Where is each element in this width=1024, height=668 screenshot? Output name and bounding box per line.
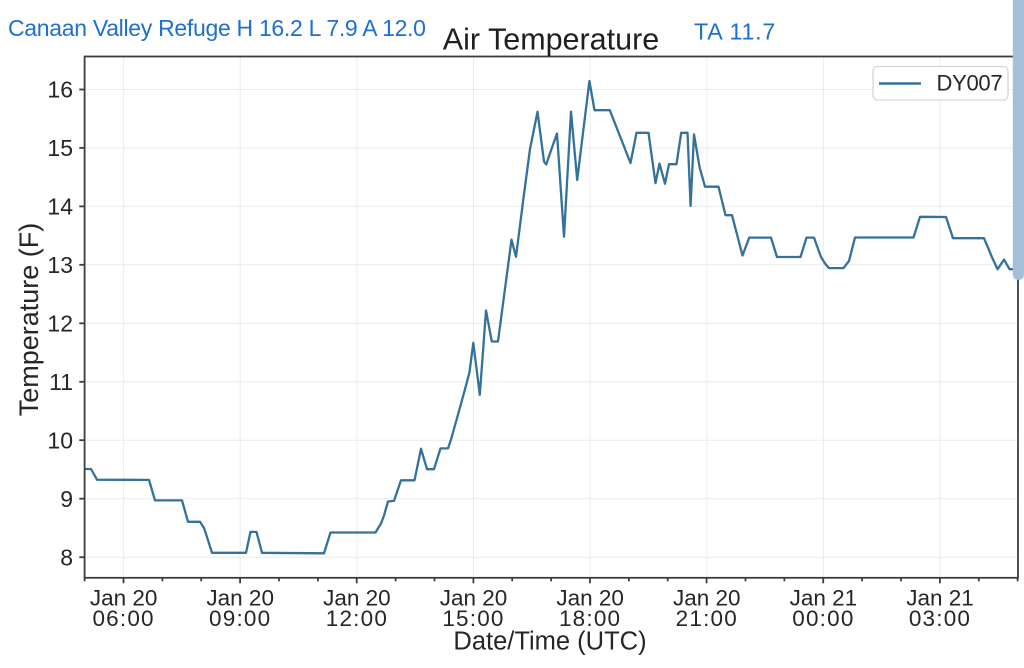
svg-text:Date/Time (UTC): Date/Time (UTC) bbox=[453, 628, 646, 656]
svg-text:13: 13 bbox=[47, 252, 73, 278]
svg-text:12: 12 bbox=[47, 311, 73, 337]
svg-text:12:00: 12:00 bbox=[326, 606, 388, 631]
svg-text:00:00: 00:00 bbox=[792, 606, 854, 631]
svg-text:Jan 20: Jan 20 bbox=[90, 586, 158, 611]
svg-text:03:00: 03:00 bbox=[909, 606, 971, 631]
svg-text:Temperature (F): Temperature (F) bbox=[14, 223, 44, 417]
svg-text:06:00: 06:00 bbox=[92, 606, 154, 631]
svg-text:10: 10 bbox=[47, 427, 73, 453]
svg-text:Jan 20: Jan 20 bbox=[206, 586, 274, 611]
svg-text:09:00: 09:00 bbox=[209, 606, 271, 631]
svg-text:Jan 20: Jan 20 bbox=[673, 586, 741, 611]
svg-text:Canaan Valley Refuge H 16.2 L: Canaan Valley Refuge H 16.2 L 7.9 A 12.0 bbox=[8, 15, 426, 41]
svg-text:15:00: 15:00 bbox=[442, 606, 504, 631]
svg-text:21:00: 21:00 bbox=[676, 606, 738, 631]
svg-text:14: 14 bbox=[47, 194, 73, 220]
svg-text:Jan 20: Jan 20 bbox=[323, 586, 391, 611]
svg-text:18:00: 18:00 bbox=[559, 606, 621, 631]
svg-text:8: 8 bbox=[60, 544, 73, 570]
svg-text:TA 11.7: TA 11.7 bbox=[694, 19, 776, 45]
svg-text:Air Temperature: Air Temperature bbox=[443, 23, 659, 57]
svg-text:9: 9 bbox=[60, 486, 73, 512]
svg-text:DY007: DY007 bbox=[937, 70, 1003, 95]
svg-text:16: 16 bbox=[47, 77, 73, 103]
svg-text:15: 15 bbox=[47, 135, 73, 161]
svg-text:11: 11 bbox=[49, 369, 73, 395]
svg-text:Jan 21: Jan 21 bbox=[790, 586, 858, 611]
svg-text:Jan 20: Jan 20 bbox=[556, 586, 624, 611]
svg-text:Jan 21: Jan 21 bbox=[906, 586, 974, 611]
svg-text:Jan 20: Jan 20 bbox=[440, 586, 508, 611]
